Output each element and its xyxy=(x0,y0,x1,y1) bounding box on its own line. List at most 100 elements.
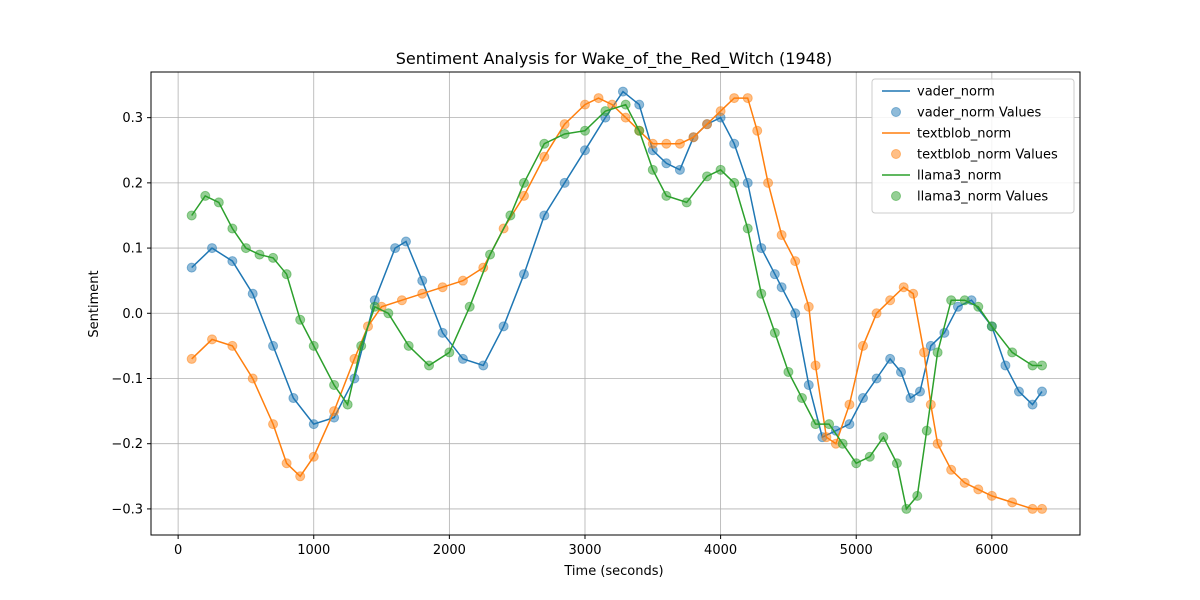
textblob_norm-point xyxy=(946,464,957,475)
textblob_norm-point xyxy=(396,295,407,306)
textblob_norm-point xyxy=(437,282,448,293)
y-tick-label: 0.2 xyxy=(122,176,143,191)
llama3_norm-point xyxy=(254,249,265,260)
vader_norm-point xyxy=(308,419,319,430)
llama3_norm-point xyxy=(810,419,821,430)
textblob_norm-point xyxy=(821,432,832,443)
llama3_norm-point xyxy=(295,314,306,325)
llama3_norm-point xyxy=(715,164,726,175)
textblob_norm-point xyxy=(579,99,590,110)
llama3_norm-point xyxy=(620,99,631,110)
vader_norm-point xyxy=(1037,386,1048,397)
vader_norm-point xyxy=(895,366,906,377)
vader_norm-point xyxy=(858,393,869,404)
llama3_norm-point xyxy=(369,301,380,312)
textblob_norm-point xyxy=(593,93,604,104)
textblob_norm-point xyxy=(908,288,919,299)
textblob_norm-point xyxy=(329,406,340,417)
vader_norm-point xyxy=(1013,386,1024,397)
textblob_norm-point xyxy=(247,373,258,384)
llama3_norm-point xyxy=(878,432,889,443)
textblob_norm-point xyxy=(932,438,943,449)
y-tick-label: 0.3 xyxy=(122,111,143,126)
llama3_norm-point xyxy=(742,223,753,234)
llama3_norm-point xyxy=(932,347,943,358)
textblob_norm-point xyxy=(1027,503,1038,514)
vader_norm-point xyxy=(674,164,685,175)
llama3_norm-point xyxy=(403,340,414,351)
llama3_norm-point xyxy=(729,177,740,188)
y-tick-label: 0.0 xyxy=(122,307,143,322)
textblob_norm-point xyxy=(776,230,787,241)
x-tick-label: 2000 xyxy=(433,543,466,558)
legend-label: textblob_norm Values xyxy=(917,148,1058,163)
vader_norm-point xyxy=(885,353,896,364)
vader_norm-point xyxy=(498,321,509,332)
llama3_norm-series xyxy=(186,99,1048,514)
vader_norm-point xyxy=(268,340,279,351)
llama3_norm-point xyxy=(769,327,780,338)
llama3_norm-point xyxy=(200,190,211,201)
llama3_norm-point xyxy=(647,164,658,175)
vader_norm-point xyxy=(871,373,882,384)
vader_norm-point xyxy=(776,282,787,293)
textblob_norm-point xyxy=(742,93,753,104)
textblob_norm-point xyxy=(973,484,984,495)
x-tick-label: 1000 xyxy=(297,543,330,558)
textblob_norm-point xyxy=(620,112,631,123)
legend-box xyxy=(871,78,1075,214)
textblob_norm-point xyxy=(457,275,468,286)
llama3_norm-point xyxy=(559,128,570,139)
textblob_norm-point xyxy=(207,334,218,345)
llama3_norm-point xyxy=(702,171,713,182)
llama3_norm-point xyxy=(756,288,767,299)
vader_norm-point xyxy=(579,145,590,156)
vader_norm-point xyxy=(844,419,855,430)
legend-label: llama3_norm xyxy=(917,169,1002,184)
llama3_norm-point xyxy=(986,321,997,332)
textblob_norm-point xyxy=(281,458,292,469)
vader_norm-point xyxy=(457,353,468,364)
llama3_norm-point xyxy=(1027,360,1038,371)
vader_norm-point xyxy=(905,393,916,404)
llama3_norm-point xyxy=(518,177,529,188)
llama3_norm-point xyxy=(600,106,611,117)
llama3_norm-point xyxy=(268,252,279,263)
textblob_norm-point xyxy=(810,360,821,371)
plot-frame xyxy=(150,71,1081,536)
x-tick-label: 5000 xyxy=(840,543,873,558)
vader_norm-series xyxy=(186,86,1048,443)
vader_norm-point xyxy=(207,243,218,254)
vader_norm-point xyxy=(1000,360,1011,371)
vader_norm-point xyxy=(1027,399,1038,410)
chart-title: Sentiment Analysis for Wake_of_the_Red_W… xyxy=(396,49,833,69)
vader_norm-point xyxy=(247,288,258,299)
textblob_norm-point xyxy=(186,353,197,364)
vader_norm-point xyxy=(288,393,299,404)
llama3_norm-point xyxy=(227,223,238,234)
legend-label: textblob_norm xyxy=(917,127,1011,142)
textblob_norm-point xyxy=(790,256,801,267)
llama3_norm-point xyxy=(485,249,496,260)
vader_norm-point xyxy=(729,138,740,149)
vader_norm-point xyxy=(803,380,814,391)
llama3_norm-point xyxy=(796,393,807,404)
textblob_norm-point xyxy=(227,340,238,351)
textblob_norm-point xyxy=(885,295,896,306)
llama3_norm-point xyxy=(891,458,902,469)
llama3_norm-point xyxy=(308,340,319,351)
llama3_norm-point xyxy=(681,197,692,208)
textblob_norm-point xyxy=(308,451,319,462)
llama3_norm-point xyxy=(837,438,848,449)
llama3_norm-point xyxy=(342,399,353,410)
vader_norm-point xyxy=(437,327,448,338)
llama3_norm-point xyxy=(973,301,984,312)
vader_norm-point xyxy=(661,158,672,169)
textblob_norm-point xyxy=(986,490,997,501)
legend-label: llama3_norm Values xyxy=(917,190,1048,205)
llama3_norm-point xyxy=(424,360,435,371)
textblob_norm-point xyxy=(752,125,763,136)
llama3_norm-point xyxy=(959,295,970,306)
llama3_norm-point xyxy=(864,451,875,462)
